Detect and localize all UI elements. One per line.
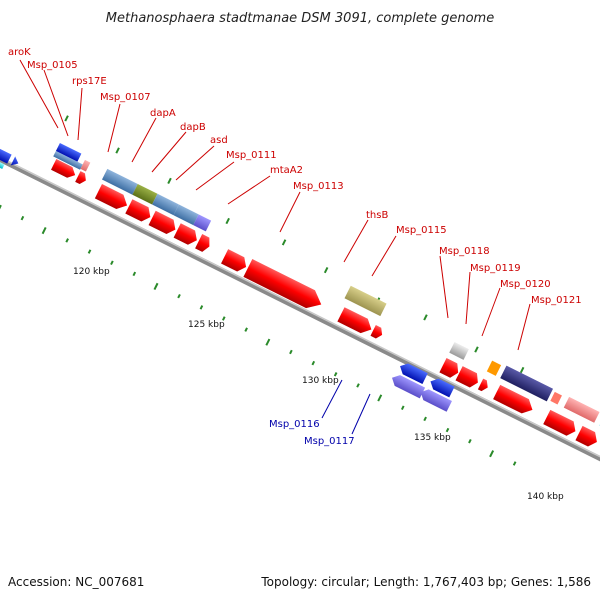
gene-block[interactable]	[101, 168, 138, 195]
genome-strip	[0, 115, 600, 492]
scale-label: 125 kbp	[188, 320, 225, 330]
gene-labels-bottom: Msp_0116 Msp_0117	[269, 419, 355, 447]
gene-label[interactable]: Msp_0119	[470, 263, 521, 274]
gene-block[interactable]	[55, 142, 82, 162]
gene-block[interactable]	[173, 204, 199, 226]
gene-block[interactable]	[80, 159, 91, 172]
accession-text: Accession: NC_007681	[8, 575, 144, 589]
gene-arrow[interactable]	[477, 378, 491, 393]
gene-label[interactable]: mtaA2	[270, 165, 303, 176]
gene-label[interactable]: Msp_0117	[304, 436, 355, 447]
gene-labels-top: aroK Msp_0105 rps17E Msp_0107 dapA dapB …	[8, 47, 582, 306]
gene-arrow[interactable]	[50, 159, 78, 180]
gene-arrow[interactable]	[439, 358, 461, 380]
gene-arrow[interactable]	[337, 307, 375, 336]
gene-arrow[interactable]	[370, 325, 384, 340]
gene-block[interactable]	[500, 365, 554, 402]
scale-label: 140 kbp	[527, 492, 564, 502]
gene-block[interactable]	[550, 391, 562, 405]
gene-label[interactable]: dapA	[150, 108, 176, 119]
gene-arrow[interactable]	[418, 387, 452, 412]
gene-block[interactable]	[132, 183, 158, 205]
gene-arrow[interactable]	[543, 409, 579, 439]
gene-arrow[interactable]	[455, 366, 482, 390]
left-edge-features	[0, 148, 19, 169]
topology-text: Topology: circular; Length: 1,767,403 bp…	[260, 575, 591, 589]
gene-arrow[interactable]	[575, 425, 600, 449]
gene-label[interactable]: Msp_0105	[27, 60, 78, 71]
gene-label[interactable]: Msp_0116	[269, 419, 320, 430]
gene-arrow[interactable]	[221, 249, 250, 274]
gene-block[interactable]	[344, 285, 387, 317]
diagram-title: Methanosphaera stadtmanae DSM 3091, comp…	[106, 11, 494, 26]
reverse-strand-genes	[389, 361, 455, 412]
gene-label[interactable]: asd	[210, 135, 228, 146]
tick-marks-outer	[64, 115, 525, 374]
gene-block[interactable]	[53, 150, 83, 170]
gene-block[interactable]	[563, 396, 600, 423]
gene-label[interactable]: Msp_0107	[100, 92, 151, 103]
gene-label[interactable]: Msp_0120	[500, 279, 551, 290]
scale-label: 130 kbp	[302, 376, 339, 386]
gene-arrow[interactable]	[428, 376, 455, 398]
gene-label[interactable]: thsB	[366, 210, 388, 221]
scale-label: 135 kbp	[414, 433, 451, 443]
colored-features	[53, 142, 600, 434]
gene-label[interactable]: Msp_0111	[226, 150, 277, 161]
leader-lines-bottom	[321, 379, 371, 435]
gene-block[interactable]	[152, 193, 179, 216]
gene-label[interactable]: Msp_0115	[396, 225, 447, 236]
gene-label[interactable]: Msp_0113	[293, 181, 344, 192]
gene-label[interactable]: Msp_0118	[439, 246, 490, 257]
scale-labels: 120 kbp 125 kbp 130 kbp 135 kbp 140 kbp	[73, 267, 564, 502]
gene-arrow[interactable]	[173, 223, 201, 247]
gene-arrow[interactable]	[148, 210, 179, 237]
gene-block[interactable]	[449, 341, 469, 360]
leader-lines-top	[19, 59, 531, 351]
gene-label[interactable]: rps17E	[72, 76, 107, 87]
gene-arrow[interactable]	[195, 234, 213, 254]
gene-arrow[interactable]	[389, 372, 426, 399]
backbone	[0, 148, 600, 492]
gene-arrow[interactable]	[493, 384, 536, 417]
gene-arrow[interactable]	[94, 184, 131, 213]
gene-label[interactable]: aroK	[8, 47, 31, 58]
gene-label[interactable]: Msp_0121	[531, 295, 582, 306]
gene-arrow[interactable]	[75, 171, 88, 186]
gene-arrow[interactable]	[243, 258, 325, 313]
tick-marks-inner	[0, 204, 517, 466]
gene-block[interactable]	[486, 360, 502, 376]
gene-arrow[interactable]	[125, 199, 154, 224]
gene-arrow[interactable]	[397, 361, 428, 385]
gene-block[interactable]	[193, 214, 212, 232]
scale-label: 120 kbp	[73, 267, 110, 277]
forward-strand-genes	[50, 159, 600, 449]
gene-label[interactable]: dapB	[180, 122, 206, 133]
